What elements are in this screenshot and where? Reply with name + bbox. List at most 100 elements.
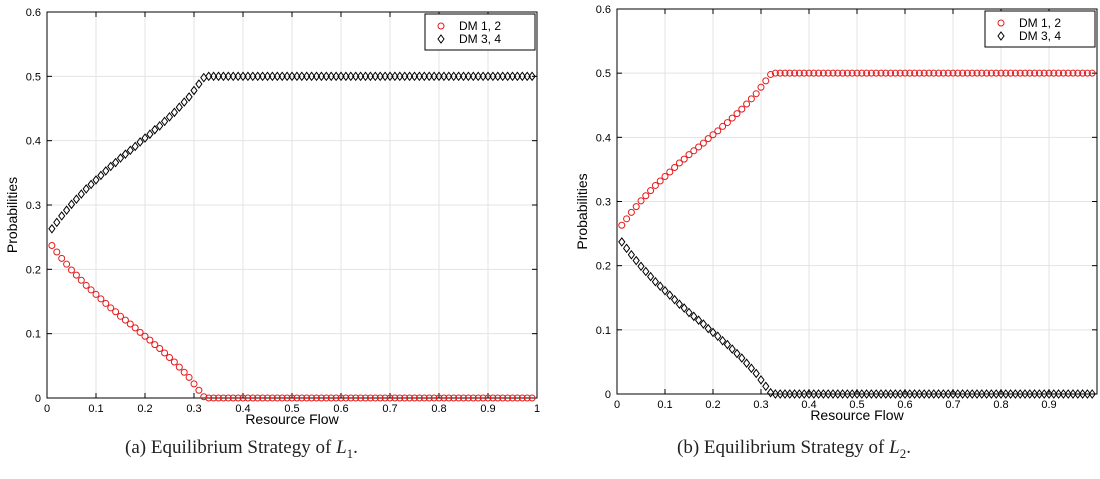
data-point bbox=[757, 83, 765, 91]
data-point bbox=[805, 389, 813, 399]
data-point bbox=[939, 389, 948, 399]
data-point bbox=[987, 389, 996, 399]
data-point bbox=[405, 71, 414, 82]
x-tick-label: 0.9 bbox=[1041, 399, 1056, 411]
data-point bbox=[930, 389, 938, 399]
data-point bbox=[156, 121, 164, 131]
data-point bbox=[949, 389, 957, 399]
data-point bbox=[1055, 69, 1063, 77]
data-point bbox=[410, 71, 419, 82]
data-point bbox=[112, 308, 120, 316]
data-point bbox=[733, 110, 741, 118]
data-point bbox=[62, 205, 71, 215]
x-tick-label: 0 bbox=[44, 403, 50, 415]
data-point bbox=[362, 394, 369, 402]
data-point bbox=[391, 394, 399, 402]
data-point bbox=[391, 71, 399, 82]
data-point bbox=[312, 71, 321, 82]
data-point bbox=[790, 389, 799, 399]
data-point bbox=[709, 327, 717, 338]
x-tick-label: 0.5 bbox=[284, 403, 299, 415]
data-point bbox=[454, 71, 463, 82]
data-point bbox=[709, 131, 717, 139]
x-tick-label: 0.7 bbox=[382, 403, 397, 415]
y-tick-label: 0.5 bbox=[26, 71, 41, 83]
data-point bbox=[77, 189, 85, 199]
data-point bbox=[776, 389, 784, 399]
data-point bbox=[1016, 389, 1024, 399]
data-point bbox=[224, 394, 232, 402]
data-point bbox=[518, 71, 526, 82]
data-point bbox=[910, 389, 919, 399]
data-point bbox=[63, 260, 71, 268]
data-point bbox=[420, 394, 428, 402]
data-point bbox=[499, 71, 507, 82]
data-point bbox=[719, 122, 727, 130]
data-point bbox=[396, 394, 404, 402]
data-point bbox=[479, 394, 487, 402]
data-point bbox=[877, 69, 885, 77]
data-point bbox=[415, 71, 424, 82]
y-axis-label: Probabilities bbox=[574, 173, 590, 249]
data-point bbox=[800, 389, 808, 399]
data-point bbox=[298, 394, 306, 402]
data-point bbox=[843, 389, 852, 399]
data-point bbox=[254, 71, 262, 82]
x-tick-label: 0.4 bbox=[235, 403, 250, 415]
data-point bbox=[786, 69, 794, 77]
data-point bbox=[440, 71, 448, 82]
y-tick-label: 0.4 bbox=[596, 132, 611, 144]
data-point bbox=[872, 69, 880, 77]
data-point bbox=[1026, 69, 1034, 77]
data-point bbox=[920, 69, 928, 77]
data-point bbox=[347, 394, 355, 402]
x-tick-label: 0 bbox=[614, 399, 620, 411]
data-point bbox=[435, 394, 443, 402]
data-point bbox=[901, 69, 909, 77]
data-point bbox=[170, 107, 179, 118]
data-point bbox=[474, 71, 482, 82]
y-tick-label: 0.6 bbox=[596, 4, 611, 16]
data-point bbox=[862, 389, 871, 399]
data-point bbox=[195, 79, 203, 89]
data-point bbox=[935, 69, 943, 77]
data-point bbox=[425, 71, 433, 82]
data-point bbox=[293, 394, 301, 402]
data-point bbox=[637, 261, 645, 272]
data-point bbox=[834, 389, 842, 399]
data-point bbox=[371, 71, 379, 82]
data-point bbox=[499, 394, 507, 402]
data-point bbox=[425, 394, 433, 402]
data-point bbox=[819, 69, 827, 77]
data-point bbox=[776, 69, 784, 77]
data-point bbox=[815, 69, 823, 77]
data-point bbox=[460, 394, 467, 402]
data-point bbox=[661, 285, 669, 296]
data-point bbox=[381, 394, 389, 402]
data-point bbox=[791, 69, 799, 77]
data-point bbox=[901, 389, 909, 399]
legend-box bbox=[424, 13, 536, 51]
data-point bbox=[239, 394, 247, 402]
data-point bbox=[800, 69, 808, 77]
data-point bbox=[357, 394, 365, 402]
data-point bbox=[244, 394, 252, 402]
data-point bbox=[205, 394, 213, 402]
data-point bbox=[661, 172, 669, 180]
data-point bbox=[867, 69, 875, 77]
data-point bbox=[278, 394, 286, 402]
series-2 bbox=[618, 237, 1096, 399]
data-point bbox=[992, 389, 1000, 399]
data-point bbox=[209, 71, 218, 82]
data-point bbox=[819, 389, 828, 399]
data-point bbox=[352, 71, 360, 82]
data-point bbox=[121, 149, 130, 160]
caption-a: (a) Equilibrium Strategy of L1. bbox=[125, 437, 358, 461]
data-point bbox=[944, 69, 952, 77]
data-point bbox=[411, 394, 418, 402]
data-point bbox=[728, 344, 736, 354]
data-point bbox=[829, 69, 837, 77]
data-point bbox=[224, 71, 232, 82]
y-tick-label: 0.2 bbox=[596, 261, 611, 273]
data-point bbox=[1083, 69, 1091, 77]
